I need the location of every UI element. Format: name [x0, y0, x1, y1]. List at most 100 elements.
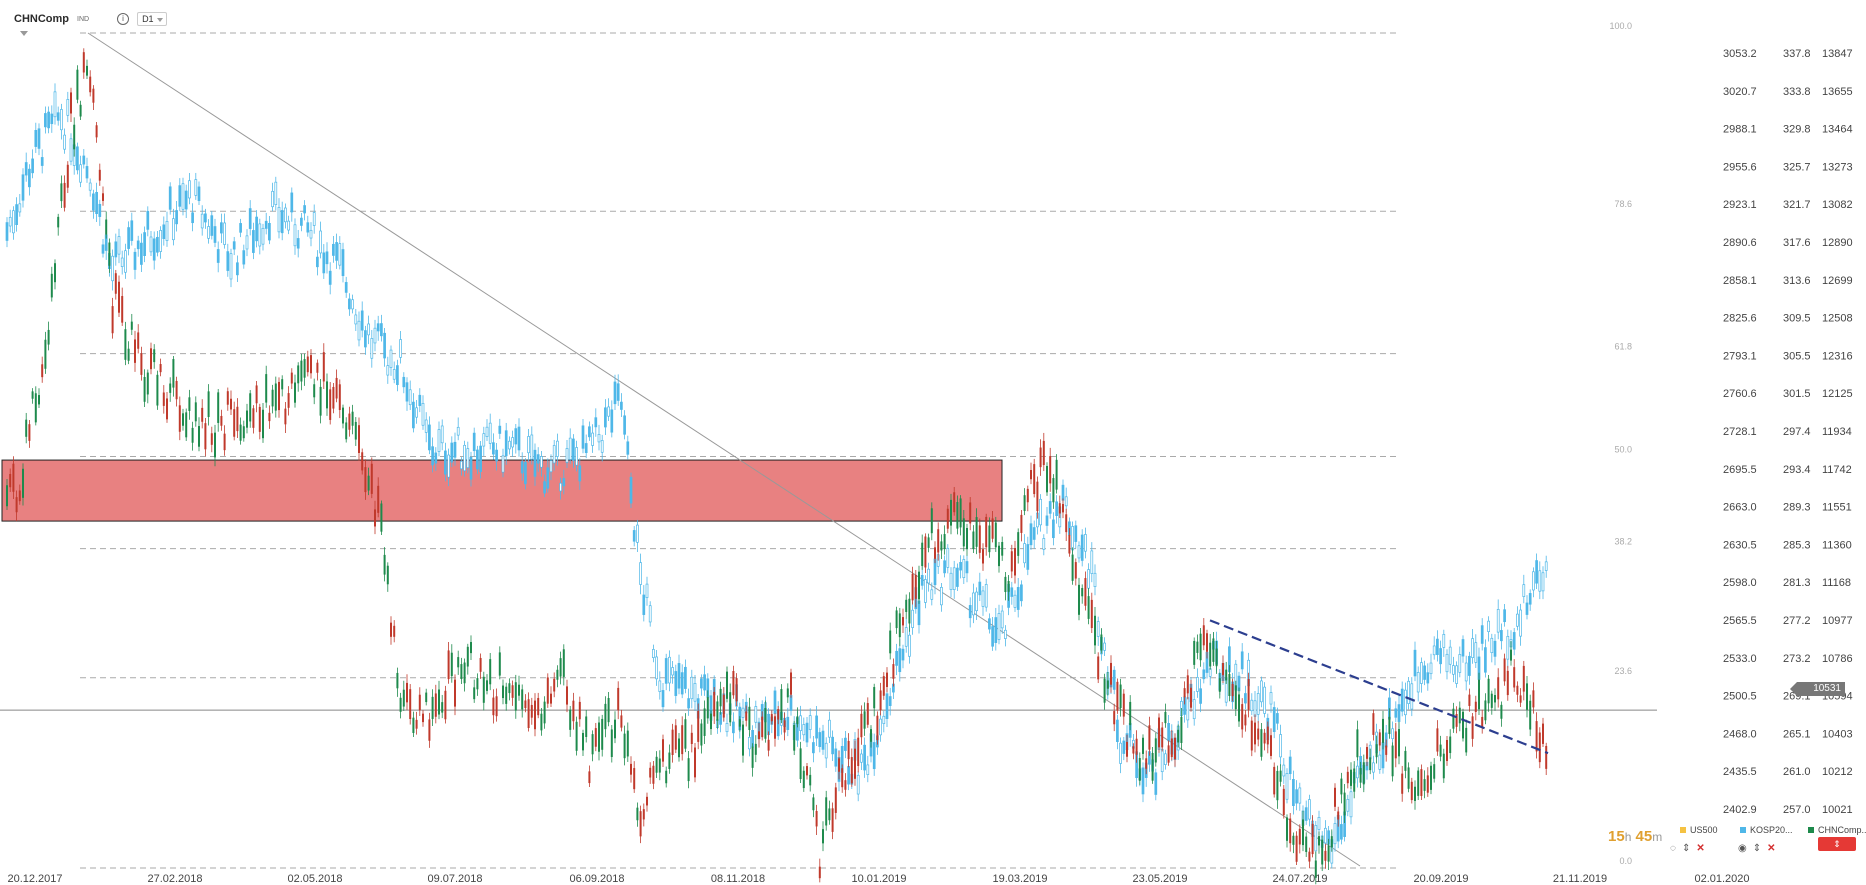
candle-body: [908, 598, 911, 624]
y-axis-label-kospi: 321.7: [1783, 199, 1811, 211]
overlay-candle: [514, 428, 518, 445]
overlay-candle: [380, 323, 383, 337]
candle-body: [102, 193, 104, 201]
overlay-candle: [373, 327, 377, 344]
reorder-icon[interactable]: ⇕: [1752, 843, 1762, 854]
candle-body: [1433, 764, 1436, 779]
candle-body: [268, 412, 271, 422]
close-icon[interactable]: ✕: [1767, 843, 1776, 854]
overlay-candle: [255, 216, 258, 242]
candle-body: [447, 650, 450, 680]
candle-body: [143, 376, 146, 402]
overlay-candle: [168, 186, 172, 210]
overlay-candle: [693, 683, 697, 702]
candle-body: [905, 599, 908, 612]
candle-body: [1474, 701, 1477, 712]
candle-body: [1263, 732, 1266, 744]
candle-body: [700, 723, 703, 746]
reorder-icon[interactable]: ⇕: [1681, 843, 1691, 854]
fib-label: 78.6: [1614, 199, 1632, 209]
candle-body: [1295, 835, 1298, 862]
overlay-candle: [428, 424, 431, 451]
overlay-candle: [133, 251, 137, 270]
candle-body: [1148, 725, 1151, 750]
candle-body: [265, 374, 268, 403]
y-axis-label-us500: 12508: [1822, 313, 1853, 325]
overlay-candle: [1308, 799, 1311, 820]
alert-button[interactable]: ⇕: [1818, 837, 1856, 851]
overlay-candle: [498, 425, 502, 434]
candle-body: [1116, 681, 1119, 711]
candle-body: [1330, 836, 1333, 848]
candle-body: [28, 424, 31, 441]
overlay-candle: [856, 774, 860, 795]
overlay-candle: [613, 381, 617, 405]
candle-body: [191, 427, 194, 443]
candle-body: [1503, 658, 1506, 682]
overlay-candle: [927, 568, 930, 584]
candle-body: [22, 468, 24, 498]
candle-body: [313, 384, 316, 398]
overlay-candle: [207, 226, 210, 239]
eye-icon[interactable]: ◌: [1670, 843, 1676, 854]
overlay-candle: [949, 572, 953, 590]
eye-icon[interactable]: ◉: [1738, 843, 1747, 854]
candle-body: [31, 391, 34, 399]
legend-us500[interactable]: US500: [1680, 825, 1718, 835]
candle-body: [1151, 753, 1154, 781]
overlay-candle: [360, 310, 364, 331]
candle-body: [390, 622, 392, 637]
close-icon[interactable]: ✕: [1696, 843, 1705, 854]
candle-body: [521, 689, 524, 710]
y-axis-label-main: 2630.5: [1723, 539, 1757, 551]
overlay-candle: [991, 626, 994, 647]
candle-body: [838, 758, 840, 772]
overlay-candle: [527, 436, 530, 454]
candle-body: [1308, 851, 1311, 862]
legend-chncomp[interactable]: CHNComp...: [1808, 825, 1866, 835]
overlay-candle: [296, 238, 300, 249]
candle-body: [1494, 695, 1496, 703]
candle-body: [319, 386, 322, 416]
overlay-candle: [1074, 525, 1078, 542]
candle-body: [118, 281, 120, 313]
x-axis-label: 27.02.2018: [147, 873, 202, 885]
candle-body: [76, 69, 79, 100]
symbol-dropdown-icon[interactable]: [20, 31, 28, 36]
info-icon[interactable]: i: [117, 13, 130, 25]
candle-body: [601, 718, 604, 750]
overlay-candle: [127, 227, 130, 249]
candle-body: [732, 670, 735, 696]
overlay-candle: [220, 222, 223, 234]
candle-body: [124, 329, 127, 360]
overlay-candle: [543, 481, 546, 494]
candle-body: [639, 811, 642, 837]
candle-body: [588, 771, 591, 784]
overlay-candle: [1400, 688, 1404, 712]
overlay-candle: [306, 222, 310, 233]
resistance-trendline: [1209, 619, 1549, 755]
chart-header: CHNComp IND i D1: [14, 10, 167, 28]
timeframe-select[interactable]: D1: [137, 12, 167, 26]
overlay-candle: [303, 205, 306, 214]
candle-body: [380, 503, 383, 532]
candle-body: [1049, 456, 1052, 484]
candle-body: [236, 406, 239, 432]
candle-body: [892, 664, 895, 679]
candle-body: [300, 360, 303, 382]
y-axis-label-us500: 10021: [1822, 804, 1853, 816]
overlay-candle: [642, 594, 646, 615]
overlay-candle: [277, 206, 281, 233]
symbol-label[interactable]: CHNComp: [14, 13, 69, 25]
overlay-candle: [1522, 584, 1526, 597]
overlay-candle: [1516, 613, 1519, 627]
overlay-candle: [402, 376, 406, 388]
candle-body: [745, 711, 748, 721]
candle-body: [1538, 732, 1541, 763]
overlay-candle: [1055, 501, 1058, 516]
candle-body: [591, 734, 594, 755]
overlay-candle: [95, 191, 98, 215]
legend-kospi[interactable]: KOSP20...: [1740, 825, 1793, 835]
y-axis-label-main: 2402.9: [1723, 804, 1757, 816]
